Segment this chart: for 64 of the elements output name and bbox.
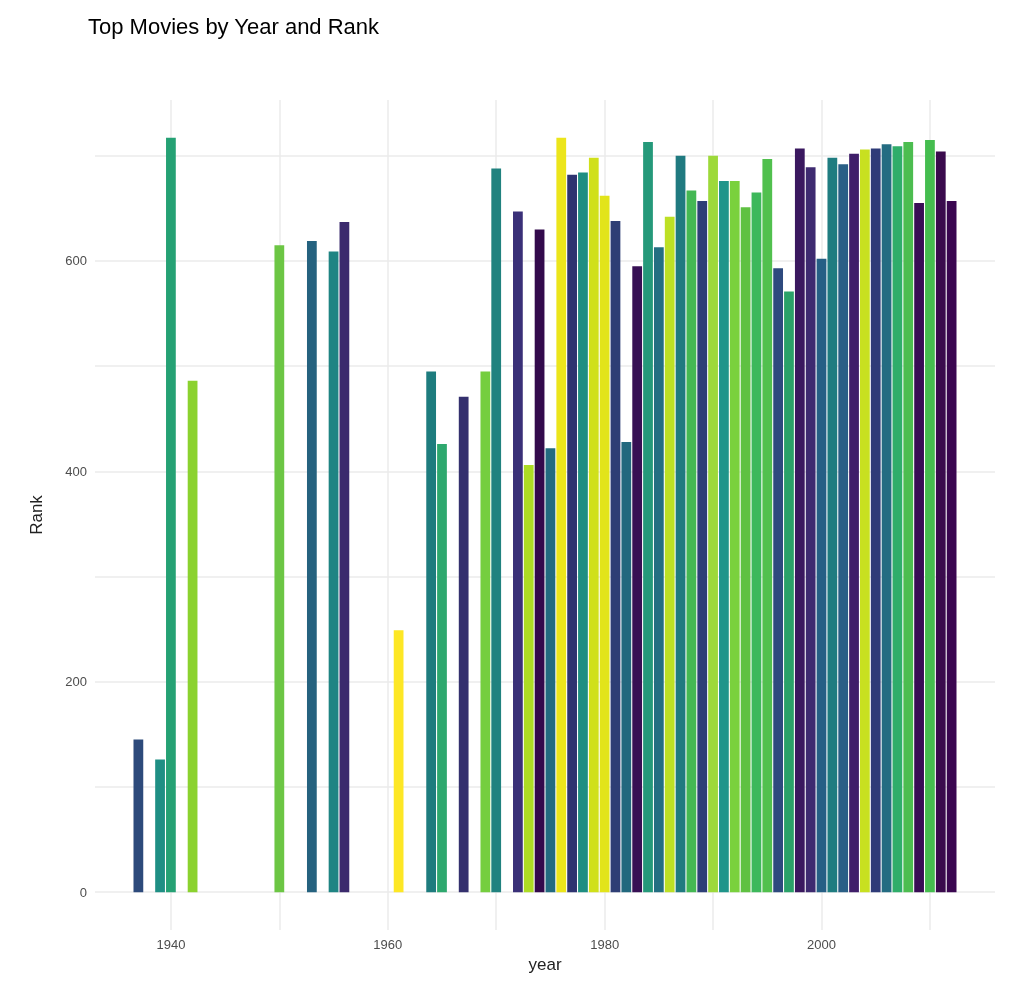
y-tick-label: 0 <box>79 884 87 900</box>
x-tick-label: 1980 <box>590 937 620 952</box>
bar <box>849 153 859 893</box>
bar <box>675 155 686 893</box>
x-tick-label: 1960 <box>373 937 403 952</box>
bar <box>306 240 317 893</box>
bar <box>274 245 285 893</box>
bar <box>914 203 924 893</box>
bar <box>578 172 588 893</box>
bar <box>794 148 805 893</box>
bar <box>632 266 643 893</box>
x-axis-title: year <box>528 955 562 974</box>
bar <box>762 158 773 893</box>
bar <box>437 443 447 893</box>
bar <box>166 137 176 893</box>
bar <box>870 148 881 893</box>
bar <box>480 371 491 893</box>
bar <box>393 630 404 893</box>
bar <box>545 448 556 893</box>
bar <box>784 291 794 893</box>
bar <box>773 268 784 893</box>
bar <box>155 759 165 893</box>
bar <box>588 157 599 893</box>
y-tick-label: 200 <box>65 674 87 690</box>
bar <box>729 181 740 893</box>
bar <box>567 174 577 893</box>
bar <box>523 465 534 893</box>
bar <box>339 222 350 893</box>
bar <box>816 258 827 893</box>
bar <box>838 164 849 893</box>
bar <box>751 192 762 893</box>
bar <box>187 380 198 893</box>
x-tick-label: 1940 <box>156 937 186 952</box>
bar <box>491 168 502 893</box>
bar <box>697 200 708 893</box>
bar <box>426 371 437 893</box>
bar <box>328 251 339 893</box>
y-axis-title: Rank <box>27 494 46 535</box>
bar <box>860 149 870 893</box>
y-tick-label: 400 <box>65 463 87 479</box>
bar <box>892 146 903 893</box>
bar <box>534 229 545 893</box>
y-tick-label: 600 <box>65 253 87 269</box>
x-tick-label: 2000 <box>807 937 836 952</box>
bar <box>719 181 729 893</box>
bar <box>925 139 935 893</box>
bar <box>664 216 675 893</box>
bar <box>133 739 144 893</box>
bar <box>827 157 838 893</box>
bar <box>610 220 621 893</box>
bar <box>643 142 653 893</box>
bar <box>599 195 610 893</box>
bar <box>708 155 718 893</box>
chart-title: Top Movies by Year and Rank <box>88 13 381 39</box>
bar <box>740 207 751 893</box>
bar <box>903 142 914 893</box>
bar <box>513 211 523 893</box>
bar <box>621 441 632 893</box>
bar <box>458 396 469 893</box>
bar <box>805 167 816 893</box>
bar <box>556 137 567 893</box>
bar <box>881 144 892 893</box>
bar <box>686 190 697 893</box>
bar <box>653 247 664 893</box>
